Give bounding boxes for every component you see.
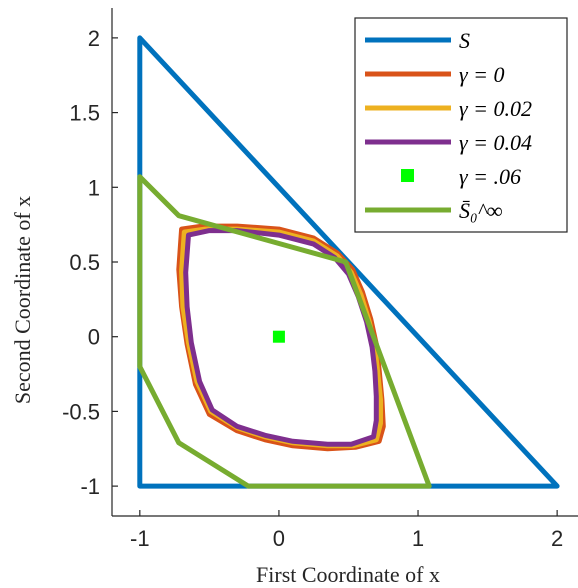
y-tick-label-1: -0.5 <box>62 399 100 424</box>
legend-marker-4 <box>401 169 414 182</box>
plot-area <box>137 35 560 489</box>
legend-label-5: S̄₀^∞ <box>459 198 503 223</box>
y-tick-label-3: 0.5 <box>69 250 100 275</box>
series-3-line <box>183 228 379 447</box>
x-tick-label-2: 1 <box>412 526 424 551</box>
axes <box>111 8 578 517</box>
series-1-line <box>176 223 386 452</box>
tick-labels: -1 0 1 2 -1 -0.5 0 0.5 1 1.5 2 <box>62 26 563 551</box>
legend-label-0: S <box>459 28 470 53</box>
y-tick-label-4: 1 <box>88 175 100 200</box>
x-tick-label-3: 2 <box>551 526 563 551</box>
series-4-marker-0 <box>272 330 285 343</box>
legend: Sγ = 0 γ = 0.02 γ = 0.04 γ = .06 S̄₀^∞ <box>354 17 568 233</box>
legend-box <box>354 17 568 233</box>
y-tick-label-6: 2 <box>88 26 100 51</box>
series-5-line <box>137 174 432 489</box>
y-tick-label-5: 1.5 <box>69 101 100 126</box>
legend-label-3: γ = 0.04 <box>459 130 532 155</box>
legend-label-4: γ = .06 <box>459 164 521 189</box>
legend-label-2: γ = 0.02 <box>459 96 532 121</box>
x-axis-label: First Coordinate of x <box>256 562 440 587</box>
y-tick-label-0: -1 <box>80 474 100 499</box>
legend-label-1: γ = 0 <box>459 62 505 87</box>
y-axis-label: Second Coordinate of x <box>10 196 35 404</box>
series-2-line <box>179 226 383 449</box>
y-tick-label-2: 0 <box>88 325 100 350</box>
x-tick-label-0: -1 <box>130 526 150 551</box>
x-tick-label-1: 0 <box>273 526 285 551</box>
